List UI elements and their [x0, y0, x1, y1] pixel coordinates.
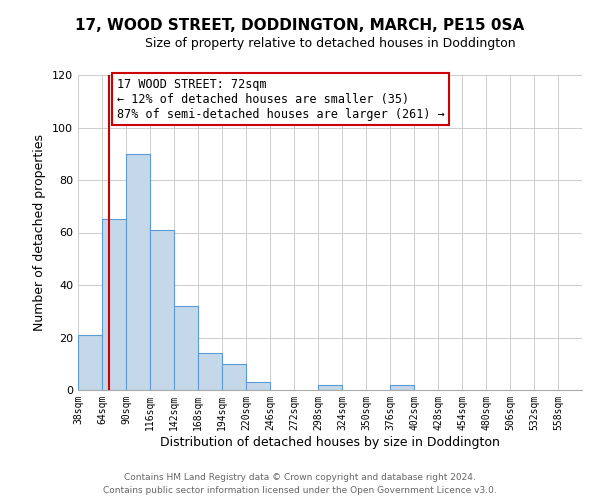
Bar	[102, 220, 126, 390]
Bar	[78, 335, 102, 390]
Bar	[222, 364, 246, 390]
X-axis label: Distribution of detached houses by size in Doddington: Distribution of detached houses by size …	[160, 436, 500, 448]
Text: 17 WOOD STREET: 72sqm
← 12% of detached houses are smaller (35)
87% of semi-deta: 17 WOOD STREET: 72sqm ← 12% of detached …	[117, 78, 445, 120]
Bar	[318, 385, 342, 390]
Bar	[246, 382, 270, 390]
Bar	[198, 353, 222, 390]
Bar	[126, 154, 150, 390]
Bar	[390, 385, 414, 390]
Bar	[174, 306, 198, 390]
Text: Contains public sector information licensed under the Open Government Licence v3: Contains public sector information licen…	[103, 486, 497, 495]
Text: Contains HM Land Registry data © Crown copyright and database right 2024.: Contains HM Land Registry data © Crown c…	[124, 474, 476, 482]
Y-axis label: Number of detached properties: Number of detached properties	[34, 134, 46, 331]
Text: 17, WOOD STREET, DODDINGTON, MARCH, PE15 0SA: 17, WOOD STREET, DODDINGTON, MARCH, PE15…	[76, 18, 524, 32]
Bar	[150, 230, 174, 390]
Title: Size of property relative to detached houses in Doddington: Size of property relative to detached ho…	[145, 37, 515, 50]
